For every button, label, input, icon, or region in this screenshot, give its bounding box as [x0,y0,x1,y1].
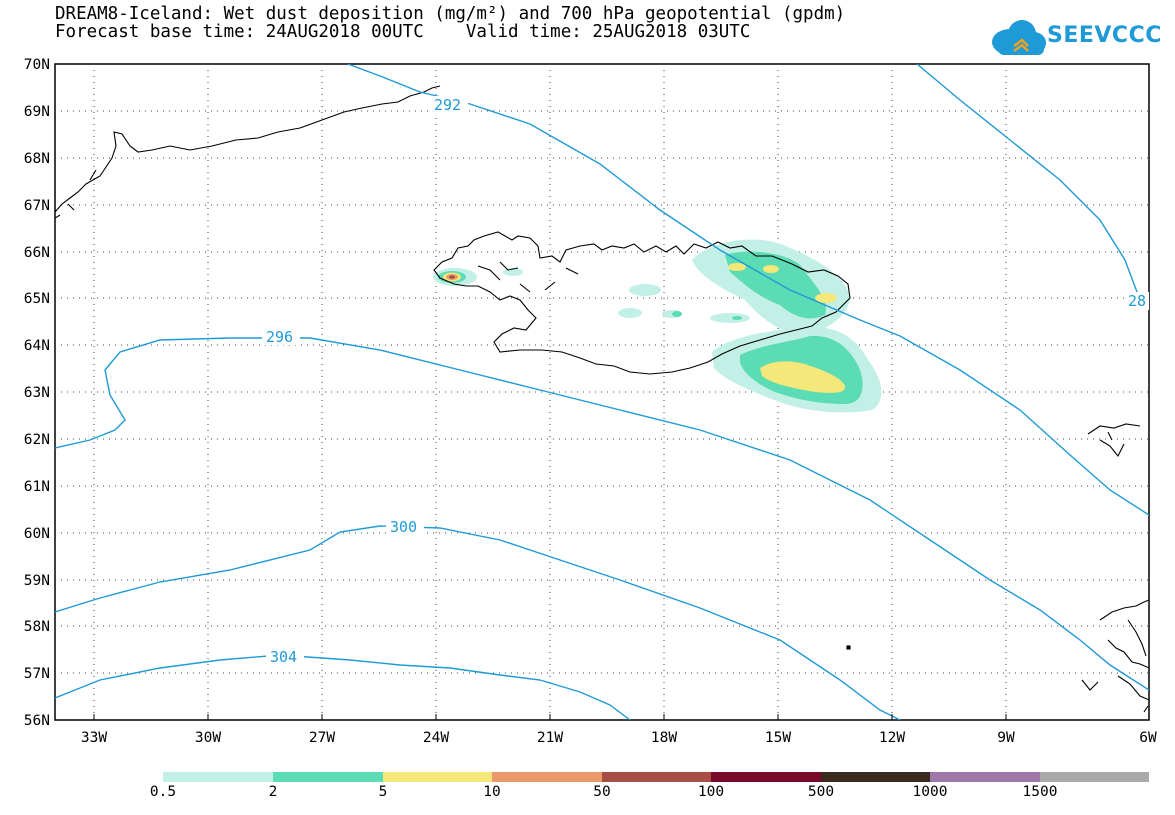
lat-label: 57N [24,666,50,682]
latitude-labels: 70N 69N 68N 67N 66N 65N 64N 63N 62N 61N … [24,57,50,729]
lon-label: 21W [537,730,563,746]
lon-label: 24W [423,730,449,746]
contour-label-300: 300 [390,518,417,536]
legend-swatch [711,772,821,782]
gridlines [55,64,1149,720]
lat-label: 70N [24,57,50,73]
lat-label: 56N [24,713,50,729]
logo-text: SEEVCCC [1047,23,1162,48]
lon-label: 9W [997,730,1015,746]
legend-label: 5 [378,784,388,800]
legend-label: 50 [593,784,611,800]
lat-label: 69N [24,104,50,120]
lon-label: 15W [765,730,791,746]
dust-deposition-shading [433,239,882,413]
axis-ticks [93,714,1007,720]
legend-swatch [930,772,1040,782]
lon-label: 6W [1139,730,1157,746]
legend-label: 500 [807,784,835,800]
cloud-icon [992,20,1046,55]
contour-label-304: 304 [270,648,297,666]
legend-label: 10 [483,784,501,800]
lat-label: 65N [24,291,50,307]
lat-label: 59N [24,573,50,589]
legend-label: 1000 [912,784,948,800]
legend-swatch [273,772,383,782]
legend-label: 2 [268,784,278,800]
lon-label: 33W [81,730,107,746]
lat-label: 62N [24,432,50,448]
legend-label: 0.5 [149,784,177,800]
longitude-labels: 33W 30W 27W 24W 21W 18W 15W 12W 9W 6W [81,730,1157,746]
contour-label-28: 28 [1128,292,1146,310]
legend-swatch [1040,772,1149,782]
lon-label: 18W [651,730,677,746]
lat-label: 61N [24,479,50,495]
legend-label: 1500 [1022,784,1058,800]
legend-swatch [602,772,711,782]
map-title: DREAM8-Iceland: Wet dust deposition (mg/… [55,4,846,24]
forecast-time-subtitle: Forecast base time: 24AUG2018 00UTC Vali… [55,22,751,42]
lon-label: 12W [879,730,905,746]
legend-label: 100 [697,784,725,800]
lat-label: 60N [24,526,50,542]
legend-swatch [821,772,930,782]
lat-label: 64N [24,338,50,354]
lat-label: 67N [24,198,50,214]
lat-label: 58N [24,619,50,635]
legend-swatch [163,772,273,782]
seevccc-logo [992,20,1046,55]
legend-swatch [492,772,602,782]
lat-label: 63N [24,385,50,401]
contour-label-296: 296 [266,328,293,346]
lon-label: 27W [309,730,335,746]
lon-label: 30W [195,730,221,746]
contour-label-292: 292 [434,96,461,114]
lat-label: 66N [24,245,50,261]
coastlines [55,85,1149,713]
lat-label: 68N [24,151,50,167]
legend-swatch [383,772,492,782]
